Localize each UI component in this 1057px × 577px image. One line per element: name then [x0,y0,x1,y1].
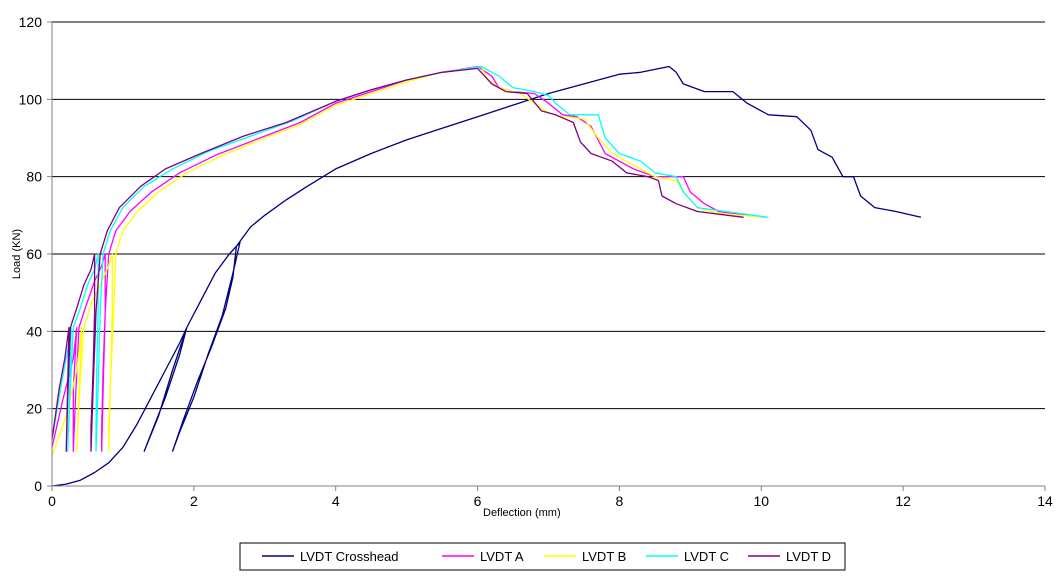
y-tick-label: 120 [19,14,43,30]
y-tick-label: 40 [26,323,42,339]
x-tick-label: 6 [474,493,482,509]
x-tick-label: 0 [48,493,56,509]
y-tick-label: 80 [26,169,42,185]
x-tick-label: 2 [190,493,198,509]
legend-label-3: LVDT B [582,549,626,564]
series-layer [51,65,922,487]
x-tick-label: 14 [1037,493,1053,509]
legend-label-4: LVDT C [684,549,729,564]
x-tick-label: 12 [895,493,911,509]
legend-label-5: LVDT D [786,549,831,564]
y-axis-title: Load (KN) [11,229,23,279]
series-line-1 [51,65,922,487]
legend-label-1: LVDT Crosshead [300,549,399,564]
legend-box [239,542,846,571]
y-tick-label: 20 [26,401,42,417]
x-tick-label: 8 [616,493,624,509]
x-tick-label: 4 [332,493,340,509]
tick-labels: 0 20 40 60 80 100 120 0 2 4 6 8 10 12 14 [19,14,1053,509]
legend: LVDT Crosshead LVDT A LVDT B LVDT C LVDT D [239,542,846,571]
series-line-5 [51,67,744,452]
x-tick-label: 10 [753,493,769,509]
series-line-4 [51,65,769,452]
legend-label-2: LVDT A [480,549,524,564]
y-tick-label: 100 [19,91,43,107]
x-axis-title: Deflection (mm) [483,507,561,519]
series-line-3 [51,65,765,456]
y-tick-label: 60 [26,246,42,262]
y-tick-label: 0 [34,478,42,494]
